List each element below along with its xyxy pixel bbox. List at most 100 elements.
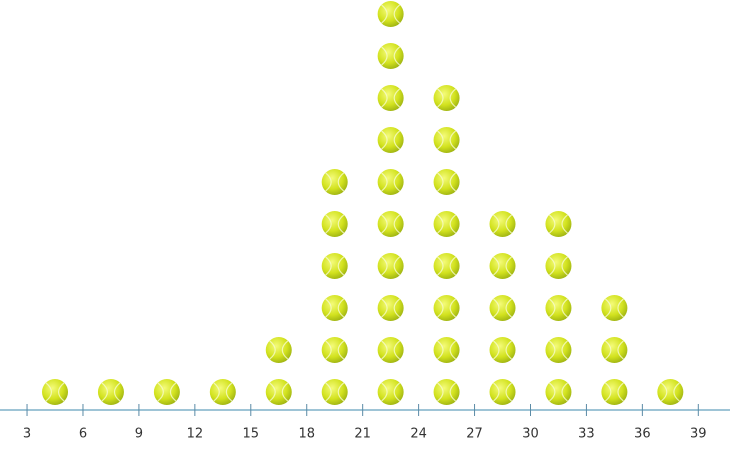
ball-seam bbox=[157, 382, 164, 402]
ball-seam bbox=[393, 88, 401, 108]
ball-seam bbox=[561, 256, 568, 276]
tennis-ball bbox=[433, 253, 460, 279]
ball-seam bbox=[604, 340, 612, 360]
ball-seam bbox=[437, 214, 444, 234]
tennis-ball bbox=[321, 295, 348, 321]
ball-seam bbox=[548, 298, 556, 318]
tennis-ball bbox=[377, 43, 404, 69]
tennis-ball bbox=[489, 379, 516, 405]
tennis-ball bbox=[209, 379, 236, 405]
tennis-ball bbox=[265, 337, 292, 363]
tennis-ball bbox=[545, 337, 572, 363]
ball-seam bbox=[381, 88, 388, 108]
ball-seam bbox=[617, 382, 624, 402]
tennis-ball bbox=[489, 295, 516, 321]
tennis-ball bbox=[433, 211, 460, 237]
x-tick-label: 33 bbox=[578, 427, 595, 442]
tennis-ball bbox=[321, 211, 348, 237]
ball-seam bbox=[449, 382, 457, 402]
tennis-ball bbox=[321, 379, 348, 405]
tennis-ball bbox=[433, 337, 460, 363]
tennis-ball bbox=[42, 379, 69, 405]
ball-seam bbox=[505, 298, 513, 318]
ball-seam bbox=[381, 172, 388, 192]
ball-seam bbox=[113, 382, 121, 402]
tennis-ball bbox=[489, 211, 516, 237]
ball-seam bbox=[437, 256, 444, 276]
tennis-ball bbox=[601, 295, 628, 321]
ball-seam bbox=[325, 214, 332, 234]
ball-seam bbox=[281, 340, 289, 360]
tennis-ball bbox=[489, 337, 516, 363]
tennis-ball bbox=[545, 253, 572, 279]
tennis-ball bbox=[265, 379, 292, 405]
ball-seam bbox=[548, 214, 556, 234]
ball-seam bbox=[505, 214, 513, 234]
tennis-ball bbox=[321, 169, 348, 195]
x-tick-label: 30 bbox=[522, 427, 539, 442]
ball-seam bbox=[561, 214, 568, 234]
tennis-ball bbox=[601, 379, 628, 405]
tennis-ball bbox=[433, 169, 460, 195]
x-tick-label: 36 bbox=[634, 427, 651, 442]
ball-seam bbox=[561, 382, 568, 402]
tennis-ball bbox=[321, 253, 348, 279]
tennis-ball bbox=[377, 379, 404, 405]
ball-seam bbox=[269, 382, 276, 402]
tennis-ball bbox=[657, 379, 684, 405]
ball-seam bbox=[381, 4, 388, 24]
ball-seam bbox=[493, 214, 500, 234]
ball-seam bbox=[505, 382, 513, 402]
x-tick-label: 39 bbox=[690, 427, 707, 442]
ball-seam bbox=[169, 382, 177, 402]
tennis-ball bbox=[545, 379, 572, 405]
ball-seam bbox=[437, 340, 444, 360]
ball-seam bbox=[337, 340, 345, 360]
tennis-ball bbox=[153, 379, 180, 405]
ball-seam bbox=[381, 130, 388, 150]
ball-seam bbox=[381, 298, 388, 318]
ball-seam bbox=[225, 382, 233, 402]
x-tick-label: 6 bbox=[79, 427, 87, 442]
x-tick-label: 18 bbox=[298, 427, 315, 442]
ball-seam bbox=[393, 130, 401, 150]
ball-seam bbox=[437, 172, 444, 192]
x-tick-label: 12 bbox=[187, 427, 204, 442]
ball-seam bbox=[325, 172, 332, 192]
ball-seam bbox=[337, 298, 345, 318]
tennis-ball bbox=[377, 253, 404, 279]
ball-seam bbox=[393, 46, 401, 66]
ball-seam bbox=[325, 256, 332, 276]
ball-seam bbox=[45, 382, 53, 402]
ball-seam bbox=[449, 214, 457, 234]
tennis-ball bbox=[321, 337, 348, 363]
x-tick-label: 24 bbox=[410, 427, 427, 442]
ball-seam bbox=[337, 382, 345, 402]
ball-seam bbox=[437, 382, 444, 402]
ball-seam bbox=[673, 382, 680, 402]
tennis-ball bbox=[489, 253, 516, 279]
ball-seam bbox=[449, 256, 457, 276]
ball-seam bbox=[57, 382, 65, 402]
ball-seam bbox=[604, 382, 612, 402]
ball-seam bbox=[548, 340, 556, 360]
tennis-ball bbox=[545, 211, 572, 237]
ball-seam bbox=[548, 256, 556, 276]
ball-seam bbox=[449, 340, 457, 360]
ball-seam bbox=[337, 172, 345, 192]
ball-seam bbox=[393, 214, 401, 234]
ball-seam bbox=[617, 340, 624, 360]
ball-seam bbox=[101, 382, 108, 402]
tennis-ball bbox=[377, 127, 404, 153]
ball-seam bbox=[393, 382, 401, 402]
tennis-ball bbox=[433, 295, 460, 321]
ball-seam bbox=[393, 256, 401, 276]
tennis-ball bbox=[377, 211, 404, 237]
ball-seam bbox=[493, 256, 500, 276]
ball-seam bbox=[281, 382, 289, 402]
ball-seam bbox=[548, 382, 556, 402]
ball-seam bbox=[437, 298, 444, 318]
ball-seam bbox=[505, 340, 513, 360]
ball-seam bbox=[561, 298, 568, 318]
